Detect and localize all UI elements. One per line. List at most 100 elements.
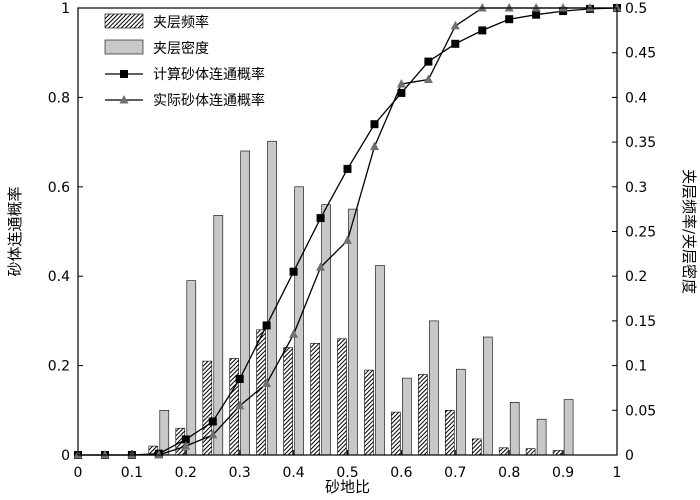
- x-tick-label-8: 0.8: [498, 465, 520, 481]
- point-actual-3: [154, 450, 164, 459]
- x-tick-label-0: 0: [74, 465, 83, 481]
- bar-frequency-9: [391, 411, 401, 456]
- point-actual-9: [316, 262, 326, 271]
- point-actual-20: [612, 3, 622, 12]
- point-calculated-5: [208, 417, 217, 426]
- bar-frequency-14: [525, 448, 536, 456]
- point-calculated-10: [343, 164, 352, 173]
- point-actual-14: [450, 20, 460, 30]
- y-left-tick-label-3: 0.6: [48, 180, 70, 196]
- legend-swatch-frequency: [104, 13, 144, 29]
- point-actual-19: [585, 3, 595, 12]
- point-calculated-9: [316, 214, 325, 223]
- legend-marker-calculated: [120, 70, 128, 78]
- bar-frequency-4: [256, 329, 266, 456]
- x-tick-label-10: 1: [613, 465, 622, 481]
- bar-density-12: [482, 336, 493, 456]
- point-actual-6: [235, 400, 245, 410]
- bar-frequency-7: [337, 338, 347, 456]
- x-tick-label-6: 0.6: [390, 465, 412, 481]
- bar-density-9: [402, 377, 412, 456]
- point-calculated-4: [181, 435, 190, 444]
- legend-marker-actual: [119, 95, 129, 104]
- x-tick-label-1: 0.1: [121, 465, 143, 481]
- x-tick-label-5: 0.5: [336, 465, 358, 481]
- point-calculated-6: [235, 375, 244, 383]
- point-calculated-7: [262, 321, 271, 330]
- bar-density-1: [186, 280, 197, 456]
- bar-frequency-5: [283, 347, 293, 456]
- point-actual-12: [396, 79, 406, 88]
- y-left-tick-label-0: 0: [61, 448, 70, 464]
- bar-density-13: [509, 401, 520, 456]
- bar-density-0: [159, 409, 170, 456]
- point-calculated-12: [397, 88, 406, 97]
- x-axis-title: 砂地比: [325, 478, 370, 496]
- bar-density-4: [267, 140, 277, 456]
- x-tick-label-2: 0.2: [175, 465, 197, 481]
- bar-frequency-12: [471, 438, 482, 456]
- point-calculated-16: [505, 15, 514, 24]
- y-left-tick-label-2: 0.4: [48, 269, 70, 285]
- point-actual-17: [531, 3, 541, 12]
- bar-frequency-2: [202, 360, 213, 456]
- y-right-tick-label-8: 0.4: [625, 90, 647, 106]
- bar-density-14: [536, 418, 547, 456]
- y-left-tick-label-5: 1: [61, 1, 70, 17]
- x-tick-label-7: 0.7: [444, 465, 466, 481]
- y-right-tick-label-5: 0.25: [625, 225, 656, 241]
- bar-frequency-11: [444, 409, 455, 456]
- point-actual-5: [208, 429, 218, 439]
- bar-frequency-8: [364, 369, 374, 456]
- point-calculated-15: [478, 26, 487, 35]
- legend-label-3: 实际砂体连通概率: [153, 92, 265, 109]
- bar-density-7: [348, 208, 358, 456]
- axes-layer: 0 0.1 0.2 0.3 0.4 0.5 0.6 0.7 0.8 0.9 100.20.40.60…: [48, 1, 656, 481]
- x-tick-label-9: 0.9: [552, 465, 574, 481]
- point-calculated-11: [370, 120, 379, 129]
- legend-swatch-density: [104, 39, 144, 55]
- bar-frequency-15: [552, 450, 563, 456]
- bar-density-15: [563, 399, 574, 456]
- y-left-tick-label-1: 0.2: [48, 359, 70, 375]
- y-right-tick-label-0: 0: [625, 448, 634, 464]
- y-axis-right-title: 夹层频率/夹层密度: [680, 169, 698, 294]
- point-actual-11: [370, 141, 379, 151]
- point-actual-7: [262, 378, 272, 387]
- bar-density-10: [429, 320, 439, 456]
- bar-density-8: [375, 265, 385, 456]
- bar-frequency-13: [498, 447, 509, 456]
- y-axis-left-title: 砂体连通概率: [6, 186, 24, 276]
- y-right-tick-label-7: 0.35: [625, 135, 656, 151]
- y-right-tick-label-3: 0.15: [625, 314, 656, 330]
- x-tick-label-3: 0.3: [229, 465, 251, 481]
- bar-frequency-10: [418, 374, 428, 456]
- point-actual-8: [289, 329, 299, 338]
- x-tick-label-4: 0.4: [282, 465, 304, 481]
- bar-frequency-6: [310, 342, 320, 456]
- point-actual-13: [423, 74, 433, 83]
- point-calculated-14: [451, 39, 460, 48]
- point-actual-10: [343, 235, 352, 244]
- point-actual-16: [504, 3, 514, 12]
- y-right-tick-label-10: 0.5: [625, 1, 647, 17]
- y-right-tick-label-6: 0.3: [625, 180, 647, 196]
- point-calculated-13: [424, 57, 433, 66]
- point-actual-18: [558, 3, 568, 12]
- bars-layer: [148, 140, 574, 456]
- y-right-tick-label-1: 0.05: [625, 403, 656, 419]
- point-actual-1: [100, 450, 110, 459]
- y-right-tick-label-9: 0.45: [625, 46, 656, 62]
- y-left-tick-label-4: 0.8: [48, 90, 70, 106]
- bar-density-3: [240, 150, 250, 456]
- legend-label-2: 计算砂体连通概率: [153, 66, 265, 83]
- bar-density-11: [455, 368, 466, 456]
- y-right-tick-label-4: 0.2: [625, 269, 647, 285]
- point-actual-4: [181, 441, 191, 450]
- legend-label-0: 夹层频率: [153, 14, 209, 31]
- point-actual-15: [477, 3, 487, 12]
- y-right-tick-label-2: 0.1: [625, 359, 647, 375]
- point-calculated-8: [289, 267, 298, 276]
